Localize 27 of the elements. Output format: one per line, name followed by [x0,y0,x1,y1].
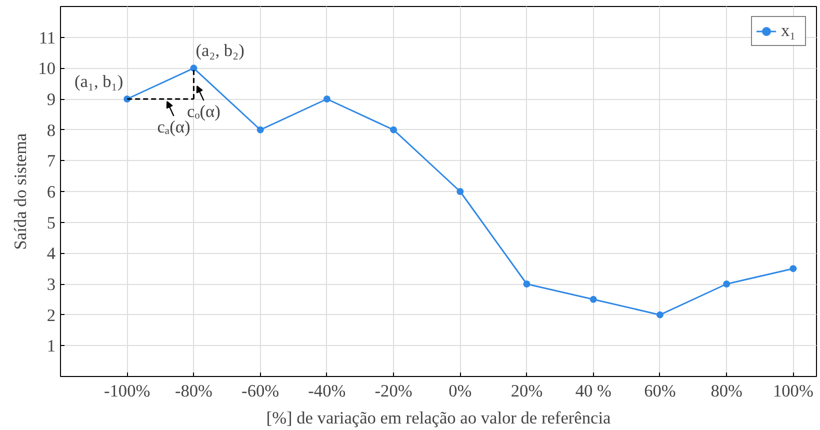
x-tick-label: -60% [242,382,280,400]
y-tick-label: 1 [46,336,56,356]
x-tick-label: 100% [772,382,814,400]
x-tick-label: -40% [308,382,346,400]
y-tick-label: 5 [46,213,56,232]
legend-label: x₁ [781,21,797,41]
x-tick-label: 40 % [575,382,612,400]
x-tick-label: 20% [510,382,543,400]
x-tick-label: -100% [104,382,150,400]
x-tick-label: 60% [644,382,676,400]
x-tick-label: 80% [710,382,742,400]
y-tick-label: 6 [46,182,56,202]
y-tick-label: 7 [46,152,56,171]
y-tick-label: 9 [46,90,56,109]
y-tick-label: 4 [46,244,56,264]
x-tick-label: -20% [374,382,412,400]
annotation: (a₁, b₁) [74,72,124,91]
y-axis-title: Saída do sistema [11,132,30,250]
x-tick-label: 0% [448,382,472,400]
x-axis-title: [%] de variação em relação ao valor de referência [266,408,612,428]
y-tick-label: 11 [38,28,56,48]
y-tick-label: 2 [46,306,56,325]
annotation: (a₂, b₂) [196,41,245,60]
y-tick-label: 8 [46,120,56,140]
y-tick-label: 10 [38,59,56,78]
x-tick-label: -80% [174,382,212,400]
y-tick-label: 3 [46,275,56,294]
